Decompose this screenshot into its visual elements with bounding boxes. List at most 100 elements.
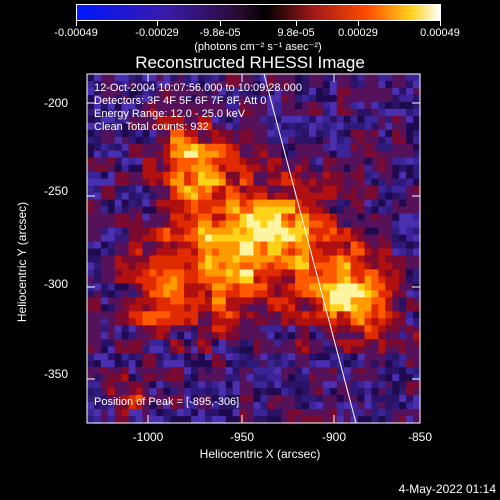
heatmap-cell (350, 234, 359, 243)
heatmap-cell (274, 402, 282, 410)
heatmap-cell (336, 248, 345, 257)
heatmap-cell (281, 80, 289, 89)
heatmap-cell (295, 213, 303, 222)
heatmap-cell (336, 297, 345, 305)
heatmap-cell (142, 143, 151, 152)
heatmap-cell (336, 199, 345, 208)
heatmap-cell (267, 115, 275, 124)
heatmap-cell (371, 374, 379, 382)
heatmap-cell (274, 248, 282, 257)
heatmap-cell (371, 122, 379, 131)
heatmap-cell (371, 276, 379, 284)
heatmap-cell (184, 94, 192, 103)
heatmap-cell (413, 178, 421, 187)
heatmap-cell (302, 220, 310, 229)
heatmap-cell (406, 227, 414, 236)
heatmap-cell (225, 74, 234, 82)
heatmap-cell (121, 402, 130, 410)
heatmap-cell (288, 360, 296, 368)
heatmap-cell (336, 283, 345, 291)
heatmap-cell (322, 143, 331, 152)
heatmap-cell (184, 129, 192, 138)
heatmap-cell (413, 129, 421, 138)
heatmap-cell (218, 269, 227, 278)
heatmap-cell (100, 318, 109, 326)
heatmap-cell (121, 269, 130, 278)
heatmap-cell (204, 164, 213, 173)
heatmap-cell (385, 157, 393, 166)
heatmap-cell (378, 74, 386, 82)
heatmap-cell (274, 360, 282, 368)
heatmap-cell (170, 262, 178, 271)
heatmap-cell (295, 143, 303, 152)
heatmap-cell (93, 360, 102, 368)
heatmap-cell (343, 262, 352, 271)
heatmap-cell (260, 388, 268, 396)
heatmap-cell (392, 325, 400, 333)
heatmap-cell (93, 178, 102, 187)
heatmap-cell (184, 318, 192, 326)
clean-annotation: Clean Total counts: 932 (94, 121, 209, 133)
heatmap-cell (232, 283, 241, 291)
heatmap-cell (295, 276, 303, 284)
heatmap-cell (128, 416, 137, 424)
heatmap-cell (364, 241, 373, 250)
heatmap-cell (232, 136, 241, 145)
x-tick-label: -850 (407, 430, 433, 444)
heatmap-cell (218, 80, 227, 89)
heatmap-cell (218, 290, 227, 298)
heatmap-cell (281, 367, 289, 375)
heatmap-cell (87, 171, 95, 180)
heatmap-cell (281, 136, 289, 145)
heatmap-cell (198, 276, 206, 284)
heatmap-cell (246, 129, 255, 138)
heatmap-cell (322, 220, 331, 229)
heatmap-cell (128, 283, 137, 291)
heatmap-cell (218, 206, 227, 215)
heatmap-cell (128, 395, 137, 403)
heatmap-cell (406, 143, 414, 152)
heatmap-cell (364, 339, 373, 347)
heatmap-cell (267, 311, 275, 319)
heatmap-cell (281, 395, 289, 403)
heatmap-cell (288, 241, 296, 250)
heatmap-cell (309, 136, 317, 145)
heatmap-cell (211, 402, 220, 410)
heatmap-cell (260, 409, 268, 417)
heatmap-cell (87, 94, 95, 103)
heatmap-cell (350, 101, 359, 110)
heatmap-cell (184, 206, 192, 215)
heatmap-cell (107, 115, 116, 124)
heatmap-cell (114, 94, 123, 103)
heatmap-cell (128, 227, 137, 236)
heatmap-cell (260, 339, 268, 347)
heatmap-cell (364, 360, 373, 368)
heatmap-cell (274, 157, 282, 166)
heatmap-cell (336, 213, 345, 222)
heatmap-cell (392, 353, 400, 361)
heatmap-cell (177, 157, 185, 166)
heatmap-cell (135, 74, 144, 82)
heatmap-cell (392, 136, 400, 145)
heatmap-cell (295, 101, 303, 110)
heatmap-cell (309, 290, 317, 298)
heatmap-cell (295, 416, 303, 424)
heatmap-cell (413, 255, 421, 264)
heatmap-cell (309, 269, 317, 278)
heatmap-cell (93, 255, 102, 264)
heatmap-cell (343, 108, 352, 117)
heatmap-cell (295, 164, 303, 173)
heatmap-cell (121, 164, 130, 173)
heatmap-cell (357, 381, 366, 389)
heatmap-cell (128, 150, 137, 159)
heatmap-cell (309, 171, 317, 180)
heatmap-cell (371, 353, 379, 361)
heatmap-cell (142, 115, 151, 124)
heatmap-cell (100, 164, 109, 173)
heatmap-cell (281, 164, 289, 173)
heatmap-cell (392, 206, 400, 215)
heatmap-cell (399, 122, 407, 131)
heatmap-cell (336, 381, 345, 389)
heatmap-cell (170, 192, 178, 201)
heatmap-cell (315, 171, 324, 180)
